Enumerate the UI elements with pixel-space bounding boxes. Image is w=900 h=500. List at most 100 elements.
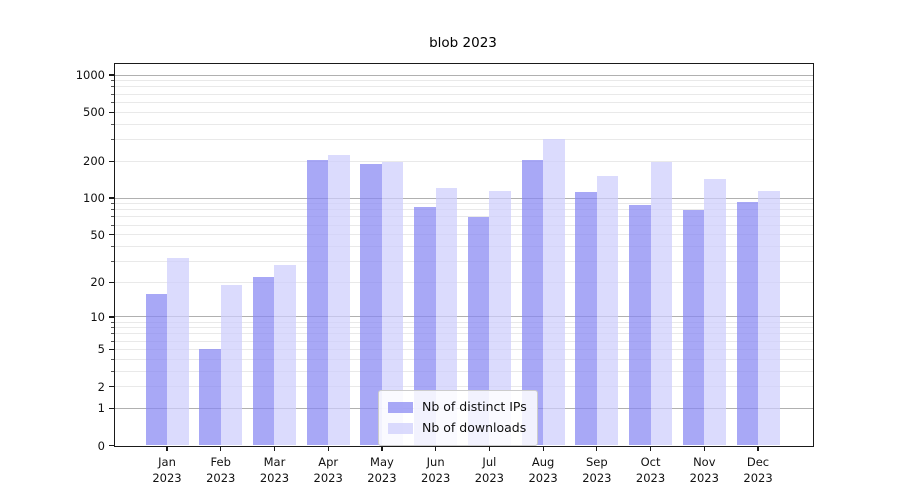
x-tick-mark xyxy=(273,445,276,451)
y-grid-major xyxy=(115,197,813,199)
y-minor-tick-mark xyxy=(111,138,114,140)
y-minor-tick-mark xyxy=(111,260,114,262)
x-tick-label: Jul 2023 xyxy=(474,454,505,486)
y-tick-label: 20 xyxy=(90,275,105,290)
legend-label: Nb of downloads xyxy=(422,419,527,435)
y-tick-mark xyxy=(109,407,114,409)
y-grid-minor xyxy=(115,245,813,247)
y-tick-mark xyxy=(109,111,114,113)
x-tick-mark xyxy=(649,445,652,451)
y-tick-mark xyxy=(109,197,114,199)
y-grid-minor xyxy=(115,111,813,113)
legend-swatch-downloads xyxy=(388,422,413,434)
y-grid-minor xyxy=(115,216,813,218)
bar-downloads xyxy=(758,191,780,446)
legend-row: Nb of distinct IPs xyxy=(388,397,527,418)
bar-downloads xyxy=(596,176,619,446)
legend-row: Nb of downloads xyxy=(388,418,527,439)
y-minor-tick-mark xyxy=(111,327,114,329)
x-tick-label: Jun 2023 xyxy=(421,454,451,486)
legend: Nb of distinct IPs Nb of downloads xyxy=(378,389,538,446)
bar-downloads xyxy=(435,187,458,446)
y-grid-minor xyxy=(115,138,813,140)
y-minor-tick-mark xyxy=(111,203,114,205)
bar-distinct-ips xyxy=(199,349,221,446)
x-tick-label: Sep 2023 xyxy=(582,454,612,486)
x-tick-label: Oct 2023 xyxy=(635,454,666,486)
y-tick-mark xyxy=(109,74,114,76)
bar-distinct-ips xyxy=(467,216,490,446)
y-grid-minor xyxy=(115,203,813,205)
y-minor-tick-mark xyxy=(111,333,114,335)
y-grid-minor xyxy=(115,234,813,236)
y-grid-minor xyxy=(115,80,813,82)
y-grid-minor xyxy=(115,321,813,323)
y-grid-major xyxy=(115,316,813,318)
x-tick-mark xyxy=(596,445,598,451)
y-minor-tick-mark xyxy=(111,93,114,95)
y-tick-mark xyxy=(109,234,114,236)
y-tick-label: 100 xyxy=(83,191,105,206)
y-tick-label: 10 xyxy=(90,309,105,324)
y-tick-label: 50 xyxy=(90,227,105,242)
legend-label: Nb of distinct IPs xyxy=(422,398,527,414)
plot-area: 0 1 2 5 10 20 50 100 200 500 1000 Jan 2023 Feb 2023 M… xyxy=(76,62,814,485)
y-minor-tick-mark xyxy=(111,224,114,226)
y-grid-minor xyxy=(115,209,813,211)
y-tick-label: 200 xyxy=(83,154,105,169)
bar-distinct-ips xyxy=(414,207,436,446)
x-tick-mark xyxy=(166,445,168,451)
y-minor-tick-mark xyxy=(111,101,114,103)
y-grid-minor xyxy=(115,101,813,103)
bar-downloads xyxy=(543,139,565,446)
bar-distinct-ips xyxy=(736,201,759,446)
bar-distinct-ips xyxy=(306,159,329,446)
chart-title: blob 2023 xyxy=(429,35,497,51)
y-grid-minor xyxy=(115,86,813,88)
y-tick-label: 0 xyxy=(97,438,105,453)
bar-distinct-ips xyxy=(145,293,167,446)
bar-downloads xyxy=(167,258,189,446)
y-grid-minor xyxy=(115,123,813,125)
y-grid-minor xyxy=(115,348,813,350)
x-tick-mark xyxy=(542,445,544,451)
x-tick-mark xyxy=(435,445,437,451)
y-grid-major xyxy=(115,74,813,76)
y-tick-label: 2 xyxy=(97,379,105,394)
bar-downloads xyxy=(220,284,243,446)
y-tick-label: 5 xyxy=(97,342,105,357)
y-minor-tick-mark xyxy=(111,321,114,323)
bar-downloads xyxy=(489,190,511,446)
legend-swatch-distinct-ips xyxy=(388,401,413,413)
x-tick-mark xyxy=(220,445,222,451)
x-tick-mark xyxy=(488,445,490,451)
y-grid-minor xyxy=(115,93,813,95)
x-tick-label: Nov 2023 xyxy=(689,454,719,486)
y-grid-minor xyxy=(115,224,813,226)
y-grid-minor xyxy=(115,260,813,262)
y-tick-label: 500 xyxy=(83,105,105,120)
y-grid-minor xyxy=(115,386,813,388)
y-tick-mark xyxy=(109,385,114,388)
y-grid-minor xyxy=(115,340,813,342)
bar-downloads xyxy=(274,264,296,446)
y-minor-tick-mark xyxy=(111,340,114,342)
y-tick-mark xyxy=(109,444,114,447)
y-minor-tick-mark xyxy=(111,358,114,360)
y-minor-tick-mark xyxy=(111,80,114,82)
bar-distinct-ips xyxy=(252,277,275,446)
bar-distinct-ips xyxy=(360,163,382,446)
y-minor-tick-mark xyxy=(111,209,114,211)
y-grid-minor xyxy=(115,327,813,329)
bar-downloads xyxy=(704,178,726,446)
x-tick-label: Aug 2023 xyxy=(528,454,558,486)
bar-downloads xyxy=(328,154,350,446)
y-grid-minor xyxy=(115,358,813,360)
y-minor-tick-mark xyxy=(111,86,114,88)
y-tick-mark xyxy=(109,316,114,318)
y-grid-minor xyxy=(115,281,813,283)
bar-distinct-ips xyxy=(521,159,544,446)
x-tick-mark xyxy=(703,445,705,451)
x-tick-label: May 2023 xyxy=(367,454,397,486)
bar-distinct-ips xyxy=(575,191,597,446)
